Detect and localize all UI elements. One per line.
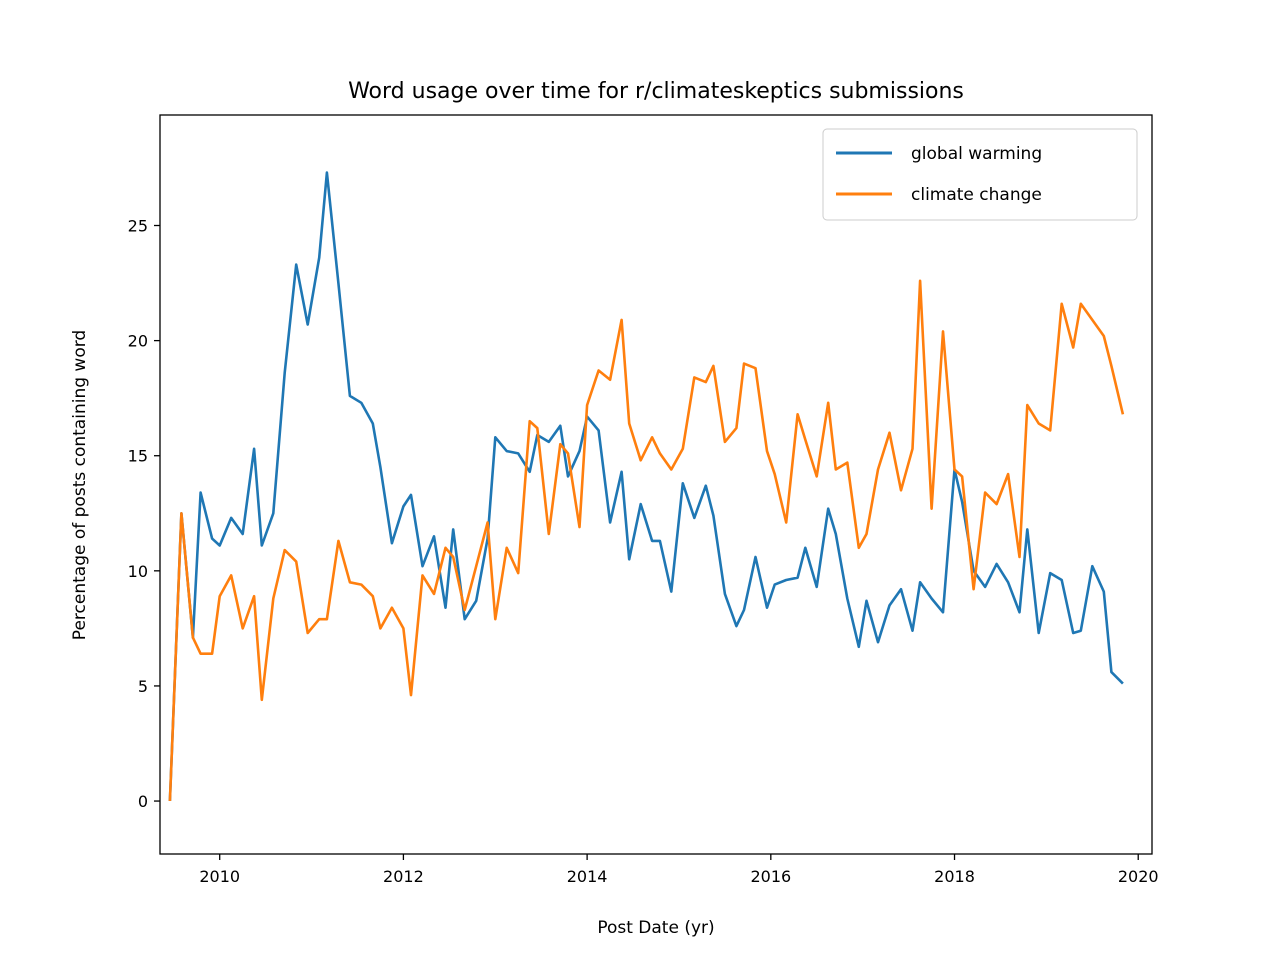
y-tick-label: 10	[128, 562, 148, 581]
legend-box	[822, 128, 1138, 221]
chart-title: Word usage over time for r/climateskepti…	[348, 79, 964, 104]
series-line-global-warming	[168, 171, 1124, 802]
plot-area-frame	[159, 114, 1153, 855]
y-tick-label: 25	[128, 217, 148, 236]
x-tick-label: 2018	[934, 867, 975, 886]
y-axis-ticks: 0 5 10 15 20 25	[128, 217, 160, 811]
y-tick-label: 5	[138, 677, 148, 696]
x-tick-label: 2016	[750, 867, 791, 886]
x-axis-ticks: 2010 2012 2014 2016 2018 2020	[199, 854, 1159, 886]
y-axis-label: Percentage of posts containing word	[70, 330, 90, 640]
y-tick-label: 20	[128, 332, 148, 351]
series-lines	[168, 171, 1125, 802]
y-tick-label: 0	[138, 792, 148, 811]
series-line-climate-change	[168, 279, 1125, 802]
x-tick-label: 2014	[567, 867, 608, 886]
legend: global warming climate change	[822, 128, 1138, 221]
legend-label-climate-change: climate change	[911, 185, 1042, 205]
y-tick-label: 15	[128, 447, 148, 466]
x-tick-label: 2020	[1118, 867, 1159, 886]
x-tick-label: 2010	[199, 867, 240, 886]
x-axis-label: Post Date (yr)	[597, 918, 714, 938]
legend-label-global-warming: global warming	[911, 144, 1042, 164]
x-tick-label: 2012	[383, 867, 424, 886]
